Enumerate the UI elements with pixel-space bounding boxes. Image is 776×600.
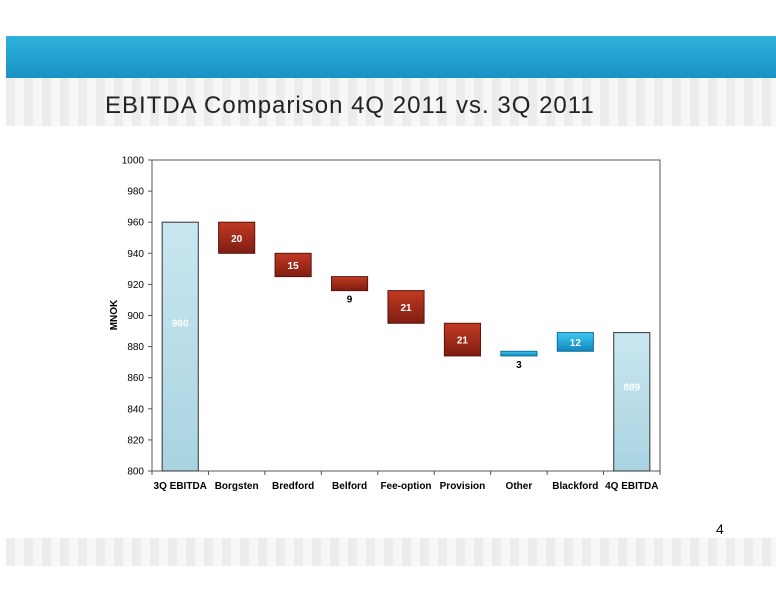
x-tick-label: Fee-option [380,481,431,492]
y-axis-label: MNOK [109,299,120,330]
bar-belford [330,276,369,292]
bar-blackford [556,332,594,352]
x-tick-label: 4Q EBITDA [605,481,658,492]
data-label: 889 [623,383,640,394]
header-band [6,36,776,78]
bar-other [500,350,538,357]
x-tick-label: Bredford [272,481,314,492]
bar-4q-ebitda [613,332,651,472]
y-tick-label: 940 [127,249,144,260]
page-title: EBITDA Comparison 4Q 2011 vs. 3Q 2011 [105,92,595,119]
bar-provision [443,322,482,357]
y-tick-label: 840 [127,404,144,415]
title-stripe [6,78,776,126]
data-label: 21 [400,303,412,314]
y-tick-label: 800 [127,467,144,478]
page-number: 4 [716,521,724,537]
footer-stripe [6,538,776,566]
data-label: 15 [288,261,300,272]
bar-3q-ebitda [161,221,199,472]
data-label: 21 [457,336,469,347]
y-tick-label: 980 [127,187,144,198]
data-label: 20 [231,234,243,245]
x-tick-label: Belford [332,481,367,492]
x-tick-label: Other [506,481,533,492]
y-tick-label: 920 [127,280,144,291]
y-tick-label: 880 [127,342,144,353]
y-tick-label: 860 [127,373,144,384]
y-tick-label: 960 [127,218,144,229]
data-label: 9 [347,295,353,306]
y-tick-label: 1000 [122,156,145,167]
x-tick-label: Blackford [552,481,598,492]
bar-bredford [274,252,312,278]
bar-fee-option [387,290,425,324]
x-tick-label: Provision [440,481,486,492]
data-label: 3 [516,360,522,371]
y-tick-label: 900 [127,311,144,322]
y-tick-label: 820 [127,435,144,446]
data-label: 960 [172,319,189,330]
x-tick-label: 3Q EBITDA [154,481,207,492]
data-label: 12 [570,338,582,349]
x-tick-label: Borgsten [215,481,259,492]
bar-borgsten [218,221,256,254]
